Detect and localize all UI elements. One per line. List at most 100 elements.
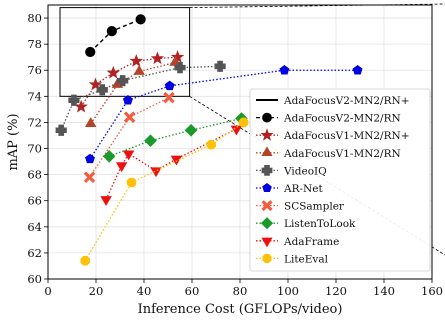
series-line (90, 61, 176, 125)
legend-marker (260, 128, 274, 141)
legend-label: AdaFocusV2-MN2/RN+ (283, 95, 410, 107)
data-point (106, 65, 120, 79)
legend: AdaFocusV2-MN2/RN+ AdaFocusV2-MN2/RN AdaFo… (249, 88, 431, 272)
data-point (214, 60, 226, 72)
data-point (102, 150, 116, 163)
series-line (89, 69, 358, 160)
legend-marker (262, 112, 272, 123)
data-point (85, 153, 95, 164)
data-point (170, 50, 185, 63)
legend-marker (262, 182, 272, 193)
x-tick-label: 120 (325, 284, 347, 298)
legend-box (249, 88, 431, 272)
series-adaframe (100, 125, 243, 207)
data-point (83, 171, 96, 183)
series-videoiq (55, 60, 226, 136)
data-point (174, 62, 186, 74)
data-point (150, 167, 162, 178)
legend-label: AdaFocusV1-MN2/RN (283, 148, 401, 160)
legend-entry: ListenToLook (256, 217, 356, 230)
legend-entry: AdaFocusV2-MN2/RN (256, 113, 401, 125)
data-point (129, 54, 144, 67)
legend-entry: AR-Net (256, 182, 323, 195)
data-point (238, 117, 249, 128)
legend-entry: VideoIQ (256, 165, 327, 177)
x-tick-label: 100 (277, 284, 299, 298)
data-point (123, 111, 136, 123)
legend-marker (262, 253, 272, 263)
data-point (115, 162, 128, 173)
legend-marker (260, 217, 274, 230)
data-point (122, 150, 135, 161)
legend-entry: AdaFrame (256, 236, 339, 248)
data-point (68, 94, 80, 106)
x-tick-label: 160 (421, 284, 443, 298)
series-line (89, 18, 141, 53)
y-tick-label: 62 (27, 246, 42, 260)
y-tick-label: 66 (27, 194, 42, 208)
y-tick-label: 70 (27, 142, 42, 156)
legend-marker (261, 200, 273, 212)
data-point (85, 117, 97, 128)
series-adafocusv1-mn2-rn- (74, 50, 185, 113)
legend-entry: AdaFocusV1-MN2/RN+ (256, 128, 410, 142)
tick-labels: 0 20 40 60 80 100 120 140 160 60 62 64 66 68 70 72 74 76 7… (27, 11, 443, 298)
series-line (88, 97, 170, 178)
data-point (206, 139, 216, 150)
legend-label: AdaFrame (283, 236, 339, 248)
y-tick-label: 80 (27, 11, 42, 25)
series-scsampler (83, 91, 175, 183)
data-point (170, 155, 183, 166)
x-axis-label: Inference Cost (GFLOPs/video) (138, 302, 343, 317)
data-point (133, 64, 145, 75)
data-point (122, 95, 133, 105)
data-point (85, 46, 96, 58)
data-point (106, 25, 117, 37)
y-tick-label: 68 (27, 168, 42, 182)
y-tick-label: 60 (27, 272, 42, 286)
legend-marker (261, 146, 273, 156)
data-point (88, 77, 103, 91)
legend-marker (261, 165, 273, 176)
x-tick-label: 140 (373, 284, 395, 298)
series-line (105, 128, 237, 200)
legend-label: ListenToLook (284, 218, 356, 230)
series-adafocusv2-mn2-rn (85, 14, 146, 58)
y-tick-label: 76 (27, 63, 42, 77)
inset-rectangle (59, 7, 191, 97)
legend-label: AdaFocusV2-MN2/RN (283, 113, 401, 125)
legend-entry: SCSampler (256, 200, 345, 213)
y-tick-label: 72 (27, 115, 42, 129)
legend-entry: AdaFocusV2-MN2/RN+ (256, 95, 410, 107)
legend-label: AdaFocusV1-MN2/RN+ (283, 130, 410, 142)
data-point (100, 196, 112, 207)
series-liteeval (80, 117, 249, 266)
data-point (135, 14, 146, 25)
legend-label: LiteEval (284, 253, 329, 265)
legend-label: AR-Net (283, 183, 323, 195)
data-point (117, 75, 129, 87)
data-point (279, 65, 290, 75)
data-point (55, 124, 67, 136)
data-point (184, 123, 198, 137)
data-point (352, 65, 363, 75)
x-tick-label: 40 (137, 284, 152, 298)
data-point (164, 80, 175, 91)
data-point (96, 84, 108, 96)
data-point (163, 91, 175, 104)
series-layer (55, 14, 363, 266)
y-axis-label: mAP (%) (6, 113, 21, 170)
x-tick-label: 20 (89, 284, 104, 298)
legend-entry: LiteEval (256, 253, 329, 265)
data-point (80, 255, 90, 266)
series-line (60, 65, 221, 131)
x-tick-label: 60 (185, 284, 200, 298)
legend-label: SCSampler (284, 201, 345, 213)
series-line (84, 121, 244, 262)
series-line (108, 117, 242, 157)
data-point (126, 177, 137, 188)
x-tick-label: 0 (44, 284, 51, 298)
legend-label: VideoIQ (283, 165, 327, 177)
series-listentolook (102, 112, 248, 163)
